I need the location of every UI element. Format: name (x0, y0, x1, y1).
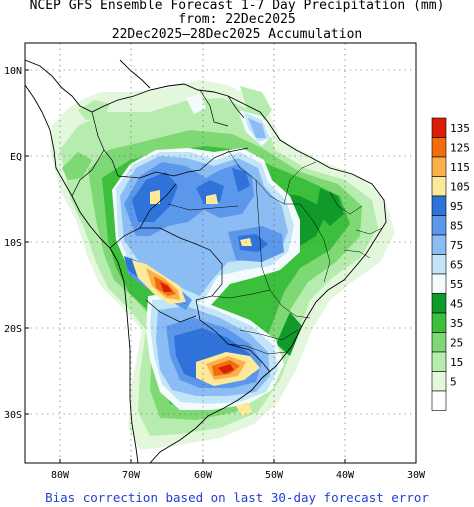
legend-label: 75 (450, 239, 463, 252)
legend-swatch (431, 137, 447, 158)
map-frame (24, 42, 417, 464)
legend-label: 65 (450, 258, 463, 271)
bias-correction-note: Bias correction based on last 30-day for… (45, 490, 429, 505)
legend-label: 5 (450, 375, 457, 388)
legend-swatch (431, 332, 447, 353)
legend-label: 25 (450, 336, 463, 349)
legend-swatch (431, 234, 447, 255)
legend-swatch (431, 254, 447, 275)
legend-label: 55 (450, 278, 463, 291)
lon-label-30w: 30W (407, 470, 426, 481)
forecast-start-date: from: 22Dec2025 (178, 12, 296, 27)
lat-label-10n: 10N (4, 66, 22, 77)
lat-label-eq: EQ (10, 152, 22, 163)
legend-label: 35 (450, 317, 463, 330)
axis-ticks (25, 69, 417, 463)
map-title: NCEP GFS Ensemble Forecast 1-7 Day Preci… (29, 0, 445, 13)
lon-label-70w: 70W (122, 470, 141, 481)
country-borders (71, 89, 271, 373)
legend-swatch (431, 273, 447, 294)
legend-label: 45 (450, 297, 463, 310)
lat-label-20s: 20S (4, 324, 22, 335)
lon-label-60w: 60W (194, 470, 213, 481)
legend-label: 95 (450, 200, 463, 213)
legend-swatch (431, 312, 447, 333)
legend-swatch (431, 117, 447, 138)
legend-label: 105 (450, 180, 470, 193)
legend-swatch (431, 371, 447, 392)
coastlines (25, 59, 387, 463)
legend-swatch (431, 195, 447, 216)
precip-135mm-layer (160, 282, 234, 374)
accumulation-period: 22Dec2025–28Dec2025 Accumulation (111, 27, 363, 42)
legend-label: 125 (450, 141, 470, 154)
lon-label-80w: 80W (51, 470, 70, 481)
legend-swatch (431, 390, 447, 411)
legend-swatch (431, 293, 447, 314)
legend-swatch (431, 351, 447, 372)
legend-label: 115 (450, 161, 470, 174)
state-borders (167, 149, 383, 355)
lat-label-10s: 10S (4, 238, 22, 249)
legend-label: 15 (450, 356, 463, 369)
legend-label: 85 (450, 219, 463, 232)
lon-label-40w: 40W (336, 470, 355, 481)
lat-label-30s: 30S (4, 410, 22, 421)
legend-swatch (431, 156, 447, 177)
legend-swatch (431, 176, 447, 197)
legend-label: 135 (450, 122, 470, 135)
lon-label-50w: 50W (265, 470, 284, 481)
legend-swatch (431, 215, 447, 236)
lat-lon-grid (25, 43, 416, 463)
